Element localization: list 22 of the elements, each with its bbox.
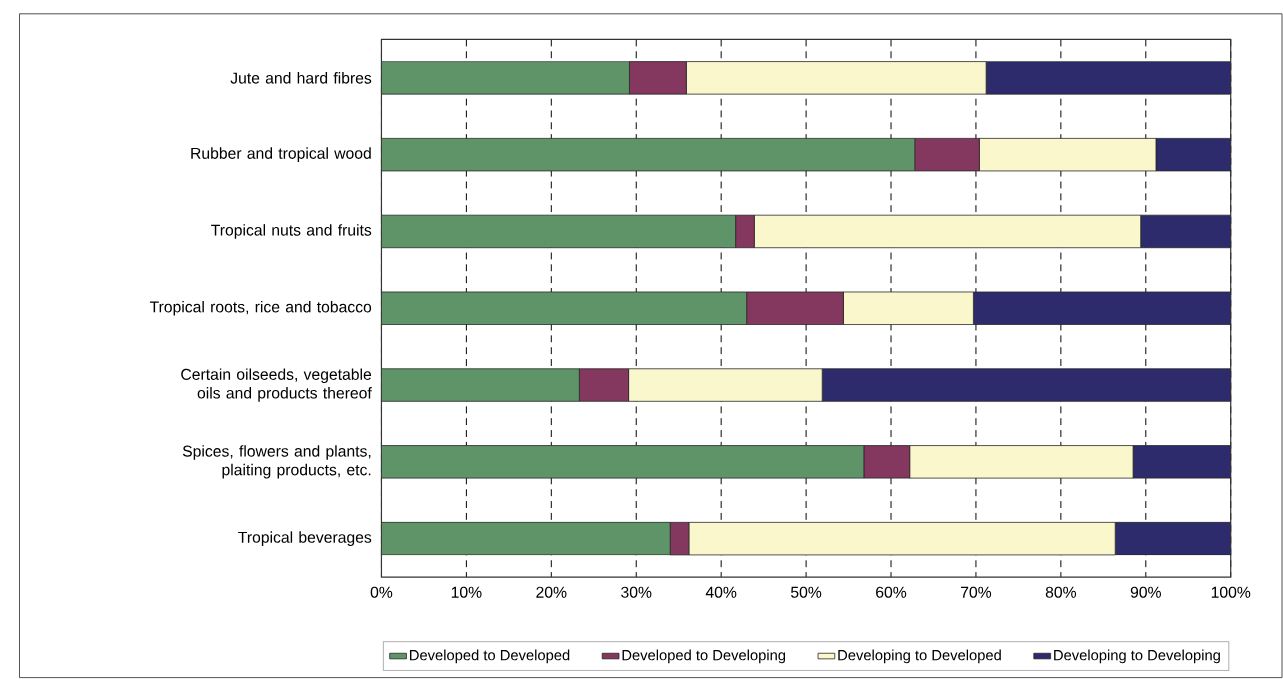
x-tick-label: 60% bbox=[876, 586, 907, 598]
x-tick-label: 50% bbox=[790, 586, 822, 598]
y-tick-label: Tropical nuts and fruits bbox=[211, 224, 372, 239]
x-tick-label: 20% bbox=[536, 586, 567, 598]
legend-label: Developed to Developed bbox=[410, 649, 570, 664]
x-tick-label: 100% bbox=[1211, 586, 1251, 598]
x-tick-label: 30% bbox=[621, 586, 652, 598]
y-tick-label: Spices, flowers and plants, plaiting products, etc. bbox=[182, 445, 371, 479]
legend-label: Developed to Developing bbox=[622, 649, 786, 664]
x-tick-label: 40% bbox=[705, 586, 737, 598]
x-tick-label: 90% bbox=[1130, 586, 1161, 598]
y-tick-label: Tropical roots, rice and tobacco bbox=[149, 301, 372, 316]
x-tick-label: 10% bbox=[451, 586, 482, 598]
x-tick-label: 0% bbox=[370, 586, 393, 598]
x-tick-label: 70% bbox=[961, 586, 992, 598]
y-tick-label: Tropical beverages bbox=[238, 531, 372, 547]
y-tick-label: Jute and hard fibres bbox=[230, 72, 372, 84]
x-tick-label: 80% bbox=[1045, 586, 1077, 598]
y-tick-label: Certain oilseeds, vegetable oils and products thereof bbox=[181, 368, 372, 402]
legend-label: Developing to Developing bbox=[1054, 649, 1220, 664]
legend-label: Developing to Developed bbox=[838, 649, 1001, 664]
y-tick-label: Rubber and tropical wood bbox=[191, 147, 371, 163]
